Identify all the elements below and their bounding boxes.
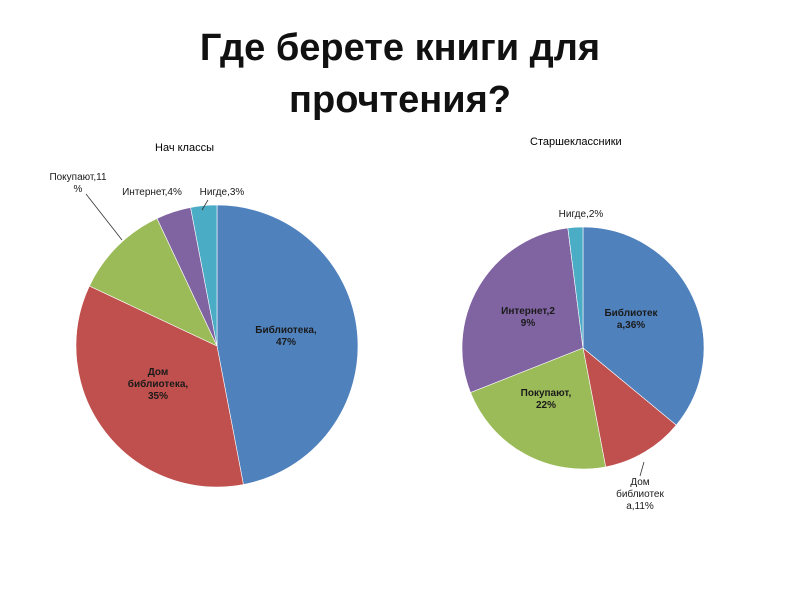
chart-2-slice-1 (582, 226, 705, 426)
chart-1-title: Нач классы (155, 142, 214, 154)
chart-2-label-2: Дом библиотек а,11% (616, 477, 664, 512)
slide-title-line-2: прочтения? (289, 79, 511, 121)
slide-title: Где берете книги для прочтения? (0, 22, 800, 126)
chart-2-title: Старшеклассники (530, 136, 622, 148)
chart-2-label-3: Покупают, 22% (521, 388, 572, 411)
chart-2-slice-2 (582, 347, 677, 468)
chart-2-label-1: Библиотек а,36% (604, 307, 658, 331)
chart-1-label-5: Нигде,3% (200, 187, 245, 198)
chart-1-label-4: Интернет,4% (122, 187, 182, 198)
chart-2-label-4: Интернет,2 9% (501, 306, 555, 329)
chart-1-leader-3 (85, 193, 123, 241)
chart-1-slice-2 (75, 285, 244, 488)
chart-2-slice-4 (461, 227, 584, 393)
chart-2-label-5: Нигде,2% (559, 209, 604, 220)
chart-2-leader-2 (639, 461, 645, 477)
chart-1-slice-3 (89, 218, 218, 347)
chart-2-slice-3 (470, 347, 607, 470)
chart-2-slice-5 (567, 226, 584, 349)
chart-1-label-3: Покупают,11% (49, 172, 107, 195)
chart-1-label-2: Дом библиотека, 35% (128, 367, 189, 402)
chart-1-label-1: Библиотека, 47% (255, 324, 317, 348)
chart-1-slice-5 (190, 204, 218, 347)
chart-1-slice-1 (216, 204, 359, 485)
chart-1-leader-5 (201, 199, 209, 211)
slide-title-line-1: Где берете книги для (199, 27, 601, 69)
